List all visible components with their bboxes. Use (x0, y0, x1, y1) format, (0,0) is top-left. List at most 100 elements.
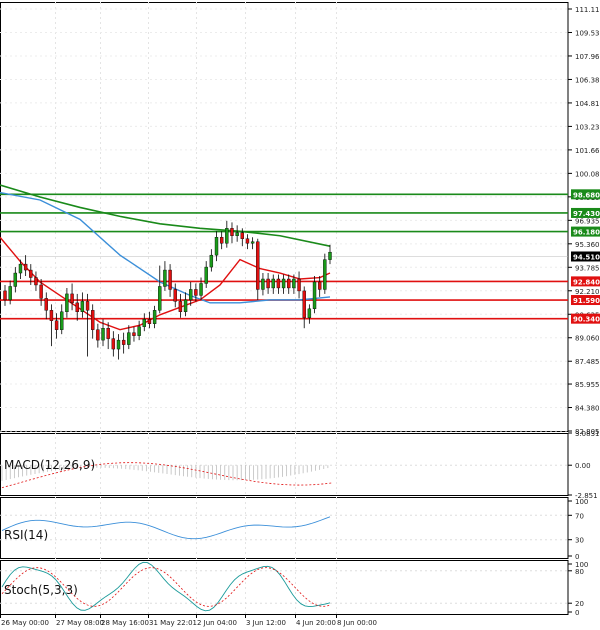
candle-body (292, 278, 296, 289)
price-axis-label: 96.935 (575, 217, 600, 225)
candle-body (90, 310, 95, 330)
candle-body (163, 269, 167, 287)
candle-body (323, 259, 327, 290)
candle-body (297, 278, 301, 292)
macd-title: MACD(12,26,9) (4, 458, 95, 472)
x-axis-label: 28 May 16:00 (101, 619, 149, 627)
candle-body (214, 237, 219, 256)
level-tag (571, 189, 600, 200)
stoch-axis-label: 20 (575, 600, 584, 608)
macd-axis-label: -2.851 (575, 492, 598, 500)
price-axis-label: 100.085 (575, 170, 600, 178)
candle-body (209, 254, 214, 268)
stoch-k-line (1, 561, 331, 612)
price-axis-label: 89.060 (575, 335, 600, 343)
candle-body (116, 339, 121, 350)
x-axis-label: 3 Jun 12:00 (246, 619, 286, 627)
candle-body (70, 293, 74, 304)
candle-body (142, 319, 146, 327)
stoch-panel-frame (0, 560, 569, 615)
candle-body (96, 329, 100, 341)
level-tag (571, 295, 600, 306)
current-price-tag (571, 251, 600, 262)
candle-body (85, 301, 90, 311)
rsi-axis-label: 70 (575, 512, 584, 520)
candle-body (60, 311, 64, 330)
rsi-line (1, 516, 331, 540)
candle-body (199, 283, 203, 296)
rsi-title: RSI(14) (4, 528, 48, 542)
x-axis-label: 4 Jun 20:00 (296, 619, 336, 627)
candle-body (287, 278, 291, 289)
candle-body (256, 241, 260, 290)
price-axis-label: 103.235 (575, 123, 600, 131)
candle-body (235, 232, 239, 236)
price-axis-label: 92.210 (575, 288, 600, 296)
price-axis-label: 82.805 (575, 428, 600, 436)
candle-body (271, 278, 275, 289)
rsi-panel-frame (0, 497, 569, 559)
candle-body (80, 301, 85, 313)
candle-body (3, 290, 7, 301)
x-axis-label: 27 May 08:00 (56, 619, 104, 627)
macd-axis-label: 3.0831 (575, 430, 600, 438)
candle-body (266, 278, 270, 289)
price-axis-label: 111.110 (575, 6, 600, 14)
candle-body (75, 302, 79, 313)
level-label: 96.180 (573, 229, 600, 237)
level-label: 90.340 (573, 316, 600, 324)
candle-body (168, 269, 172, 290)
candle-body (173, 289, 177, 302)
candle-body (158, 286, 162, 311)
candle-body (225, 228, 229, 244)
candle-body (240, 232, 245, 239)
candle-body (276, 278, 281, 289)
candle-body (29, 269, 33, 278)
candle-body (307, 308, 312, 318)
x-axis-label: 2 Jun 04:00 (197, 619, 237, 627)
macd-panel-frame (0, 433, 569, 496)
current-price-label: 94.510 (573, 253, 600, 261)
x-axis-label: 26 May 00:00 (1, 619, 49, 627)
candle-body (245, 238, 250, 244)
rsi-axis-label: 0 (575, 553, 579, 561)
price-axis-label: 107.960 (575, 53, 600, 61)
candle-body (101, 328, 105, 341)
candle-body (34, 277, 38, 286)
candle-body (18, 263, 23, 274)
x-axis-label: 31 May 22:01 (149, 619, 197, 627)
candle-body (281, 278, 286, 289)
candle-body (183, 299, 188, 313)
candle-body (106, 328, 110, 339)
candle-body (65, 293, 69, 313)
level-tag (571, 276, 600, 287)
x-axis-label: 8 Jun 00:00 (337, 619, 377, 627)
ma-fast-line (0, 236, 331, 331)
candle-body (49, 310, 54, 321)
candle-body (302, 290, 306, 318)
candle-body (250, 241, 255, 244)
candle-body (39, 284, 43, 299)
candle-body (132, 332, 136, 336)
price-axis-label: 106.385 (575, 76, 600, 84)
price-axis-label: 104.810 (575, 100, 600, 108)
price-axis-label: 85.955 (575, 381, 600, 389)
candle-body (194, 289, 198, 296)
stoch-axis-label: 0 (575, 609, 579, 617)
price-axis-label: 109.535 (575, 29, 600, 37)
price-axis-label: 84.380 (575, 405, 600, 413)
candle-body (54, 320, 59, 330)
candle-body (178, 301, 183, 313)
candle-body (8, 286, 12, 301)
candle-body (121, 339, 126, 345)
macd-signal-line (1, 462, 333, 489)
level-tag (571, 226, 600, 237)
candle-body (312, 281, 317, 310)
candle-body (147, 319, 152, 324)
price-axis-label: 95.360 (575, 241, 600, 249)
ma-slow-line (0, 184, 331, 247)
level-label: 92.840 (573, 278, 600, 286)
level-label: 97.430 (573, 210, 600, 218)
candle-body (230, 228, 234, 236)
